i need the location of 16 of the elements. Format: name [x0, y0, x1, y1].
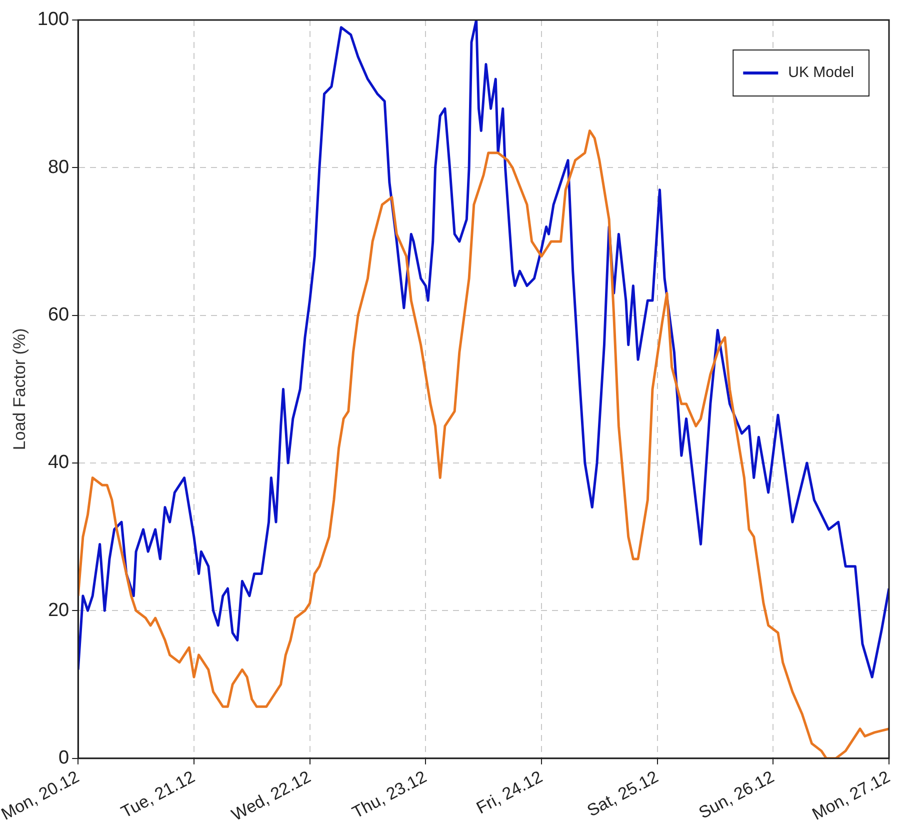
- y-tick-label: 80: [48, 156, 70, 178]
- y-tick-label: 100: [37, 9, 70, 30]
- y-tick-label: 20: [48, 600, 70, 621]
- x-tick-label: Tue, 21.12: [118, 767, 198, 822]
- y-axis-title: Load Factor (%): [10, 328, 29, 450]
- legend-label: UK Model: [788, 64, 854, 82]
- x-tick-label: Fri, 24.12: [473, 767, 546, 818]
- x-tick-label: Thu, 23.12: [349, 767, 430, 822]
- y-tick-label: 40: [48, 452, 70, 474]
- x-tick-label: Mon, 20.12: [0, 767, 82, 824]
- x-tick-label: Mon, 27.12: [809, 767, 894, 824]
- x-tick-label: Sat, 25.12: [584, 767, 662, 820]
- x-tick-label: Sun, 26.12: [696, 767, 778, 823]
- y-tick-label: 0: [58, 748, 70, 769]
- x-tick-label: Wed, 22.12: [228, 767, 314, 825]
- y-tick-label: 60: [48, 304, 70, 326]
